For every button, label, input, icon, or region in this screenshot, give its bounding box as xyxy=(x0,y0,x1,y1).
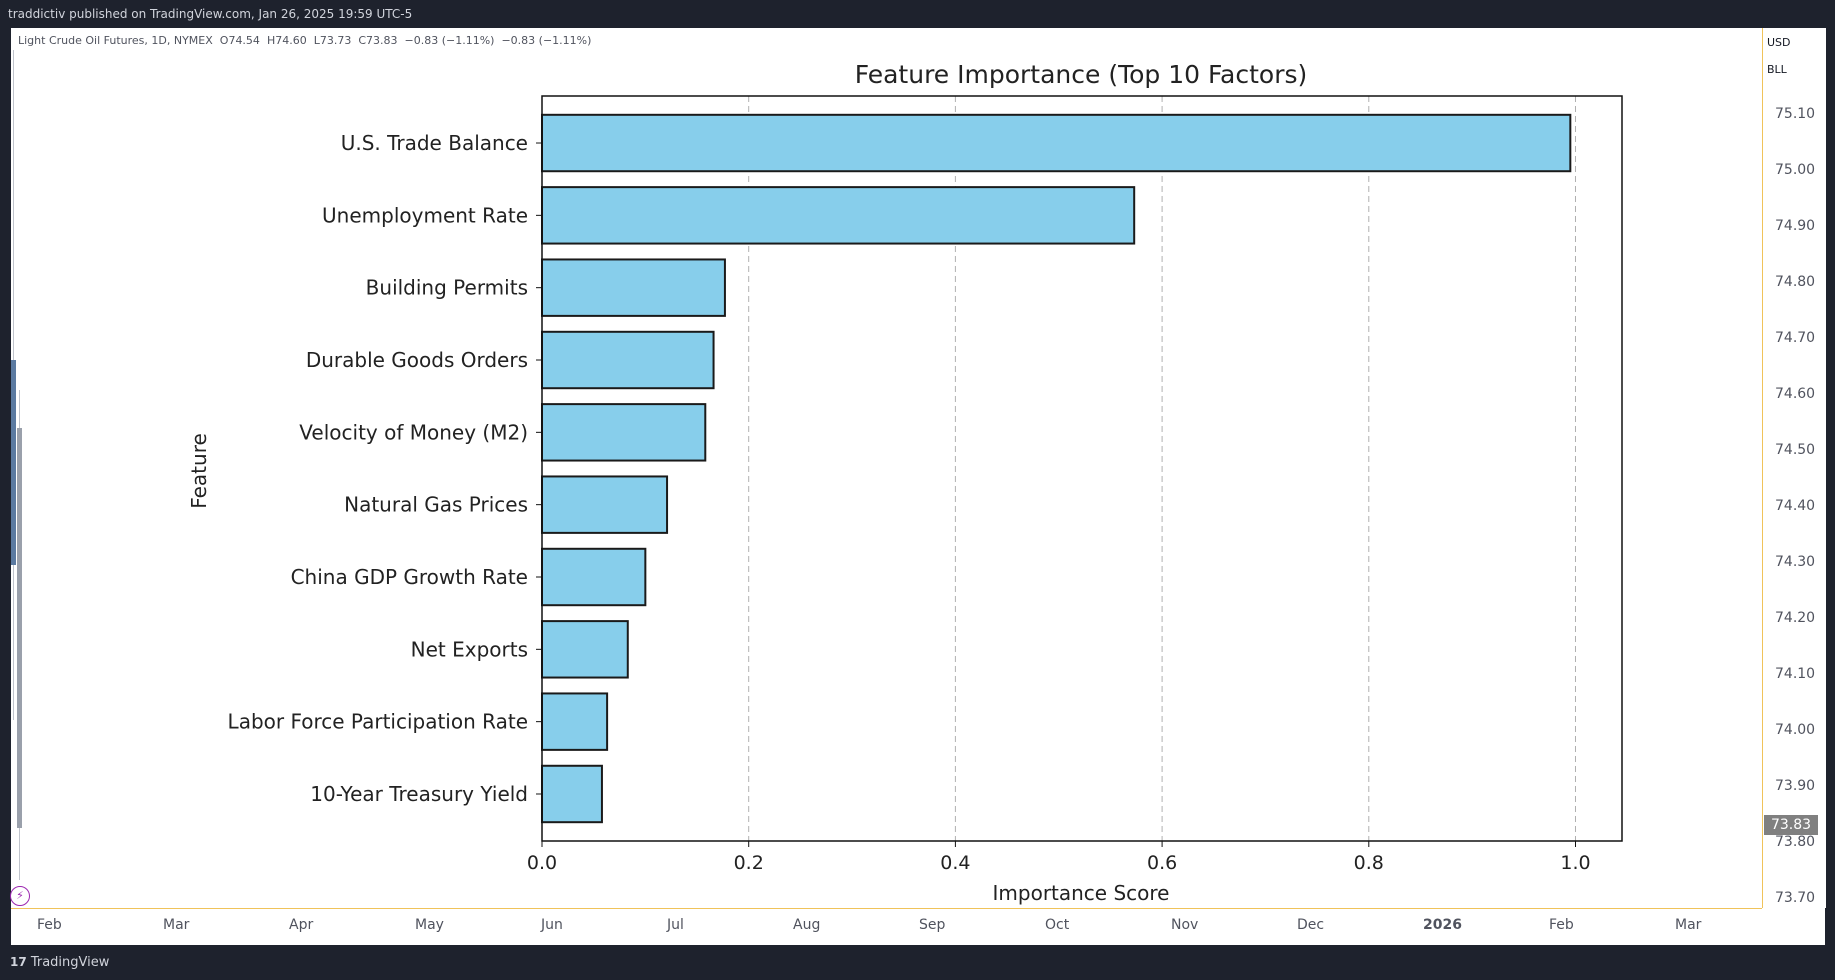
time-axis-label: Nov xyxy=(1171,917,1199,933)
price-axis-label: 74.80 xyxy=(1775,274,1816,290)
x-tick-label: 0.8 xyxy=(1354,852,1384,874)
time-axis-label: May xyxy=(415,917,444,933)
last-price-badge: 73.83 xyxy=(1764,815,1818,835)
x-tick-label: 0.6 xyxy=(1147,852,1177,874)
bar xyxy=(541,330,715,390)
y-tick-label: Velocity of Money (M2) xyxy=(299,420,528,444)
y-tick-label: Natural Gas Prices xyxy=(344,493,528,517)
open-value: O74.54 xyxy=(219,34,260,47)
high-value: H74.60 xyxy=(266,34,307,47)
y-tick-label: Durable Goods Orders xyxy=(306,348,528,372)
time-axis-label: 2026 xyxy=(1423,917,1462,933)
footer-brand[interactable]: TradingView xyxy=(30,955,110,970)
bar xyxy=(541,113,1572,173)
y-tick-label: Net Exports xyxy=(411,637,528,661)
chart-x-ticks: 0.0 0.2 0.4 0.6 0.8 1.0 xyxy=(527,841,1591,874)
close-value: C73.83 xyxy=(358,34,398,47)
x-axis-label: Importance Score xyxy=(993,881,1170,905)
x-tick-label: 0.0 xyxy=(527,852,557,874)
bar xyxy=(541,764,603,824)
time-axis-label: Jun xyxy=(541,917,563,933)
symbol-name: Light Crude Oil Futures, 1D, NYMEX xyxy=(18,34,213,47)
bar xyxy=(541,547,647,607)
time-axis-label: Mar xyxy=(163,917,190,933)
price-axis[interactable] xyxy=(1762,28,1826,908)
y-tick-label: U.S. Trade Balance xyxy=(341,131,528,155)
currency-badge[interactable]: USD xyxy=(1767,36,1791,49)
time-axis[interactable] xyxy=(11,908,1762,946)
price-axis-label: 74.50 xyxy=(1775,442,1816,458)
time-axis-label: Sep xyxy=(919,917,946,933)
chart-title: Feature Importance (Top 10 Factors) xyxy=(855,60,1308,89)
y-tick-label: China GDP Growth Rate xyxy=(291,565,528,589)
price-axis-label: 74.90 xyxy=(1775,218,1816,234)
symbol-legend[interactable]: Light Crude Oil Futures, 1D, NYMEX O74.5… xyxy=(18,34,591,47)
price-axis-label: 74.70 xyxy=(1775,330,1816,346)
bar xyxy=(541,186,1136,245)
chart-panel[interactable] xyxy=(11,28,1825,945)
price-axis-label: 73.80 xyxy=(1775,834,1816,850)
time-axis-label: Dec xyxy=(1297,917,1325,933)
x-tick-label: 0.2 xyxy=(734,852,764,874)
bar xyxy=(541,403,707,462)
left-volume-strip xyxy=(11,360,16,565)
flash-icon[interactable]: ⚡ xyxy=(10,886,30,906)
time-axis-label: Jul xyxy=(667,917,684,933)
y-tick-label: Building Permits xyxy=(366,276,528,300)
time-axis-label: Mar xyxy=(1675,917,1702,933)
change-value-2: −0.83 (−1.11%) xyxy=(501,34,592,47)
bar xyxy=(541,620,629,679)
price-axis-label: 74.30 xyxy=(1775,554,1816,570)
x-tick-label: 1.0 xyxy=(1560,852,1590,874)
low-value: L73.73 xyxy=(313,34,352,47)
price-axis-label: 74.40 xyxy=(1775,498,1816,514)
time-axis-label: Apr xyxy=(289,917,314,933)
bar xyxy=(541,258,726,317)
plot-frame xyxy=(541,95,1623,842)
time-axis-label: Oct xyxy=(1045,917,1070,933)
tradingview-logo-icon[interactable]: 17 xyxy=(10,955,27,969)
bar xyxy=(541,475,669,534)
change-value: −0.83 (−1.11%) xyxy=(404,34,495,47)
price-axis-label: 74.00 xyxy=(1775,722,1816,738)
x-tick-label: 0.4 xyxy=(940,852,970,874)
chart-bars xyxy=(541,113,1572,824)
chart-y-ticks: U.S. Trade Balance Unemployment Rate Build… xyxy=(228,131,542,806)
y-axis-label: Feature xyxy=(187,433,211,509)
top-bar: traddictiv published on TradingView.com,… xyxy=(0,0,1835,28)
price-axis-label: 74.10 xyxy=(1775,666,1816,682)
y-tick-label: 10-Year Treasury Yield xyxy=(310,782,528,806)
unit-badge[interactable]: BLL xyxy=(1767,63,1787,76)
price-axis-label: 74.20 xyxy=(1775,610,1816,626)
y-tick-label: Labor Force Participation Rate xyxy=(228,710,528,734)
price-axis-label: 73.90 xyxy=(1775,778,1816,794)
time-axis-label: Aug xyxy=(793,917,821,933)
price-axis-label: 75.10 xyxy=(1775,106,1816,122)
price-axis-label: 75.00 xyxy=(1775,162,1816,178)
time-axis-label: Feb xyxy=(37,917,62,933)
published-info: traddictiv published on TradingView.com,… xyxy=(8,7,413,21)
price-axis-label: 74.60 xyxy=(1775,386,1816,402)
bar xyxy=(541,692,609,751)
footer-bar: 17 TradingView xyxy=(0,945,1835,979)
y-tick-label: Unemployment Rate xyxy=(322,203,528,227)
price-axis-label: 73.70 xyxy=(1775,890,1816,906)
left-volume-strip-2 xyxy=(17,428,22,828)
time-axis-label: Feb xyxy=(1549,917,1574,933)
